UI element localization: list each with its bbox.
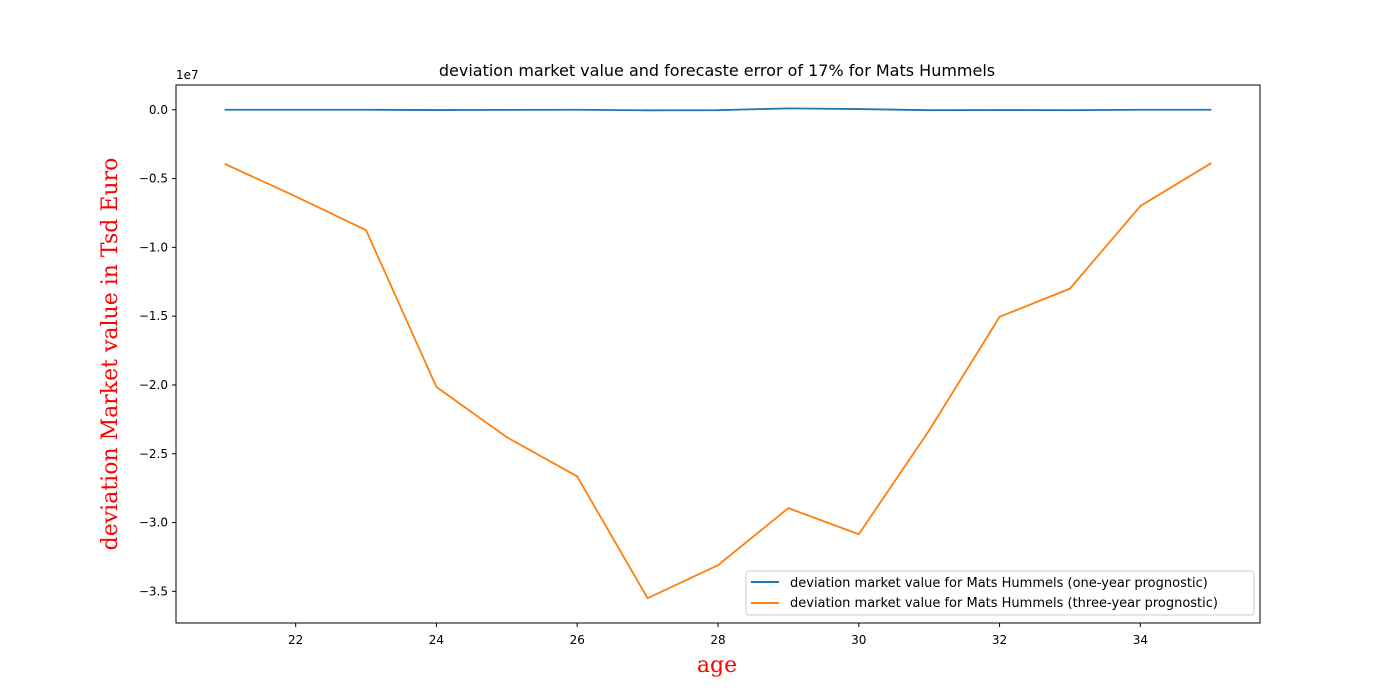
data-point xyxy=(998,315,1001,318)
x-axis-label: age xyxy=(697,653,737,678)
data-point xyxy=(365,108,367,111)
y-offset-label: 1e7 xyxy=(176,68,199,82)
data-point xyxy=(857,108,860,110)
data-point xyxy=(717,564,719,567)
data-point xyxy=(646,109,649,112)
y-axis-label: deviation Market value in Tsd Euro xyxy=(98,158,123,551)
data-point xyxy=(857,533,860,536)
x-tick-label: 26 xyxy=(570,633,585,647)
data-point xyxy=(1069,287,1071,290)
data-point xyxy=(928,109,931,112)
chart-title: deviation market value and forecaste err… xyxy=(439,61,995,80)
data-point xyxy=(224,163,227,166)
y-tick-label: −2.0 xyxy=(139,378,168,392)
data-point xyxy=(294,108,297,111)
data-point xyxy=(294,195,297,198)
y-tick-label: −3.5 xyxy=(139,584,168,598)
x-tick-label: 24 xyxy=(429,633,444,647)
data-point xyxy=(505,436,508,439)
y-tick-label: −1.0 xyxy=(139,240,168,254)
data-point xyxy=(224,108,227,111)
legend-box xyxy=(745,570,1255,616)
y-tick-label: −1.5 xyxy=(139,309,168,323)
x-axis: 22 24 26 28 30 32 34 xyxy=(288,623,1148,647)
data-point xyxy=(1069,109,1071,112)
data-point xyxy=(505,109,508,111)
data-point xyxy=(787,107,790,110)
data-point xyxy=(435,386,438,388)
legend: deviation market value for Mats Hummels … xyxy=(745,570,1255,616)
y-tick-label: −0.5 xyxy=(139,172,168,186)
legend-label-one-year: deviation market value for Mats Hummels … xyxy=(790,576,1208,591)
data-point xyxy=(576,475,579,478)
y-tick-label: −3.0 xyxy=(139,516,168,530)
data-point xyxy=(928,429,931,432)
x-tick-label: 22 xyxy=(288,633,303,647)
data-point xyxy=(1209,108,1212,111)
data-point xyxy=(365,229,367,232)
data-point xyxy=(998,109,1001,111)
series-layer xyxy=(224,107,1212,600)
data-point xyxy=(1139,108,1142,111)
data-point xyxy=(646,597,649,600)
data-point xyxy=(1209,162,1212,165)
x-tick-label: 34 xyxy=(1133,633,1148,647)
y-axis: 0.0 −0.5 −1.0 −1.5 −2.0 −2.5 −3.0 −3.5 xyxy=(139,103,176,598)
x-tick-label: 30 xyxy=(851,633,866,647)
series-line-three-year xyxy=(224,162,1212,600)
x-tick-label: 32 xyxy=(992,633,1007,647)
data-point xyxy=(1139,205,1142,207)
x-tick-label: 28 xyxy=(710,633,725,647)
y-tick-label: −2.5 xyxy=(139,447,168,461)
legend-label-three-year: deviation market value for Mats Hummels … xyxy=(790,596,1218,611)
y-tick-label: 0.0 xyxy=(149,103,168,117)
data-point xyxy=(787,507,790,510)
data-point xyxy=(435,109,438,111)
plot-frame xyxy=(175,84,1261,624)
data-point xyxy=(576,108,579,111)
data-point xyxy=(717,109,719,112)
